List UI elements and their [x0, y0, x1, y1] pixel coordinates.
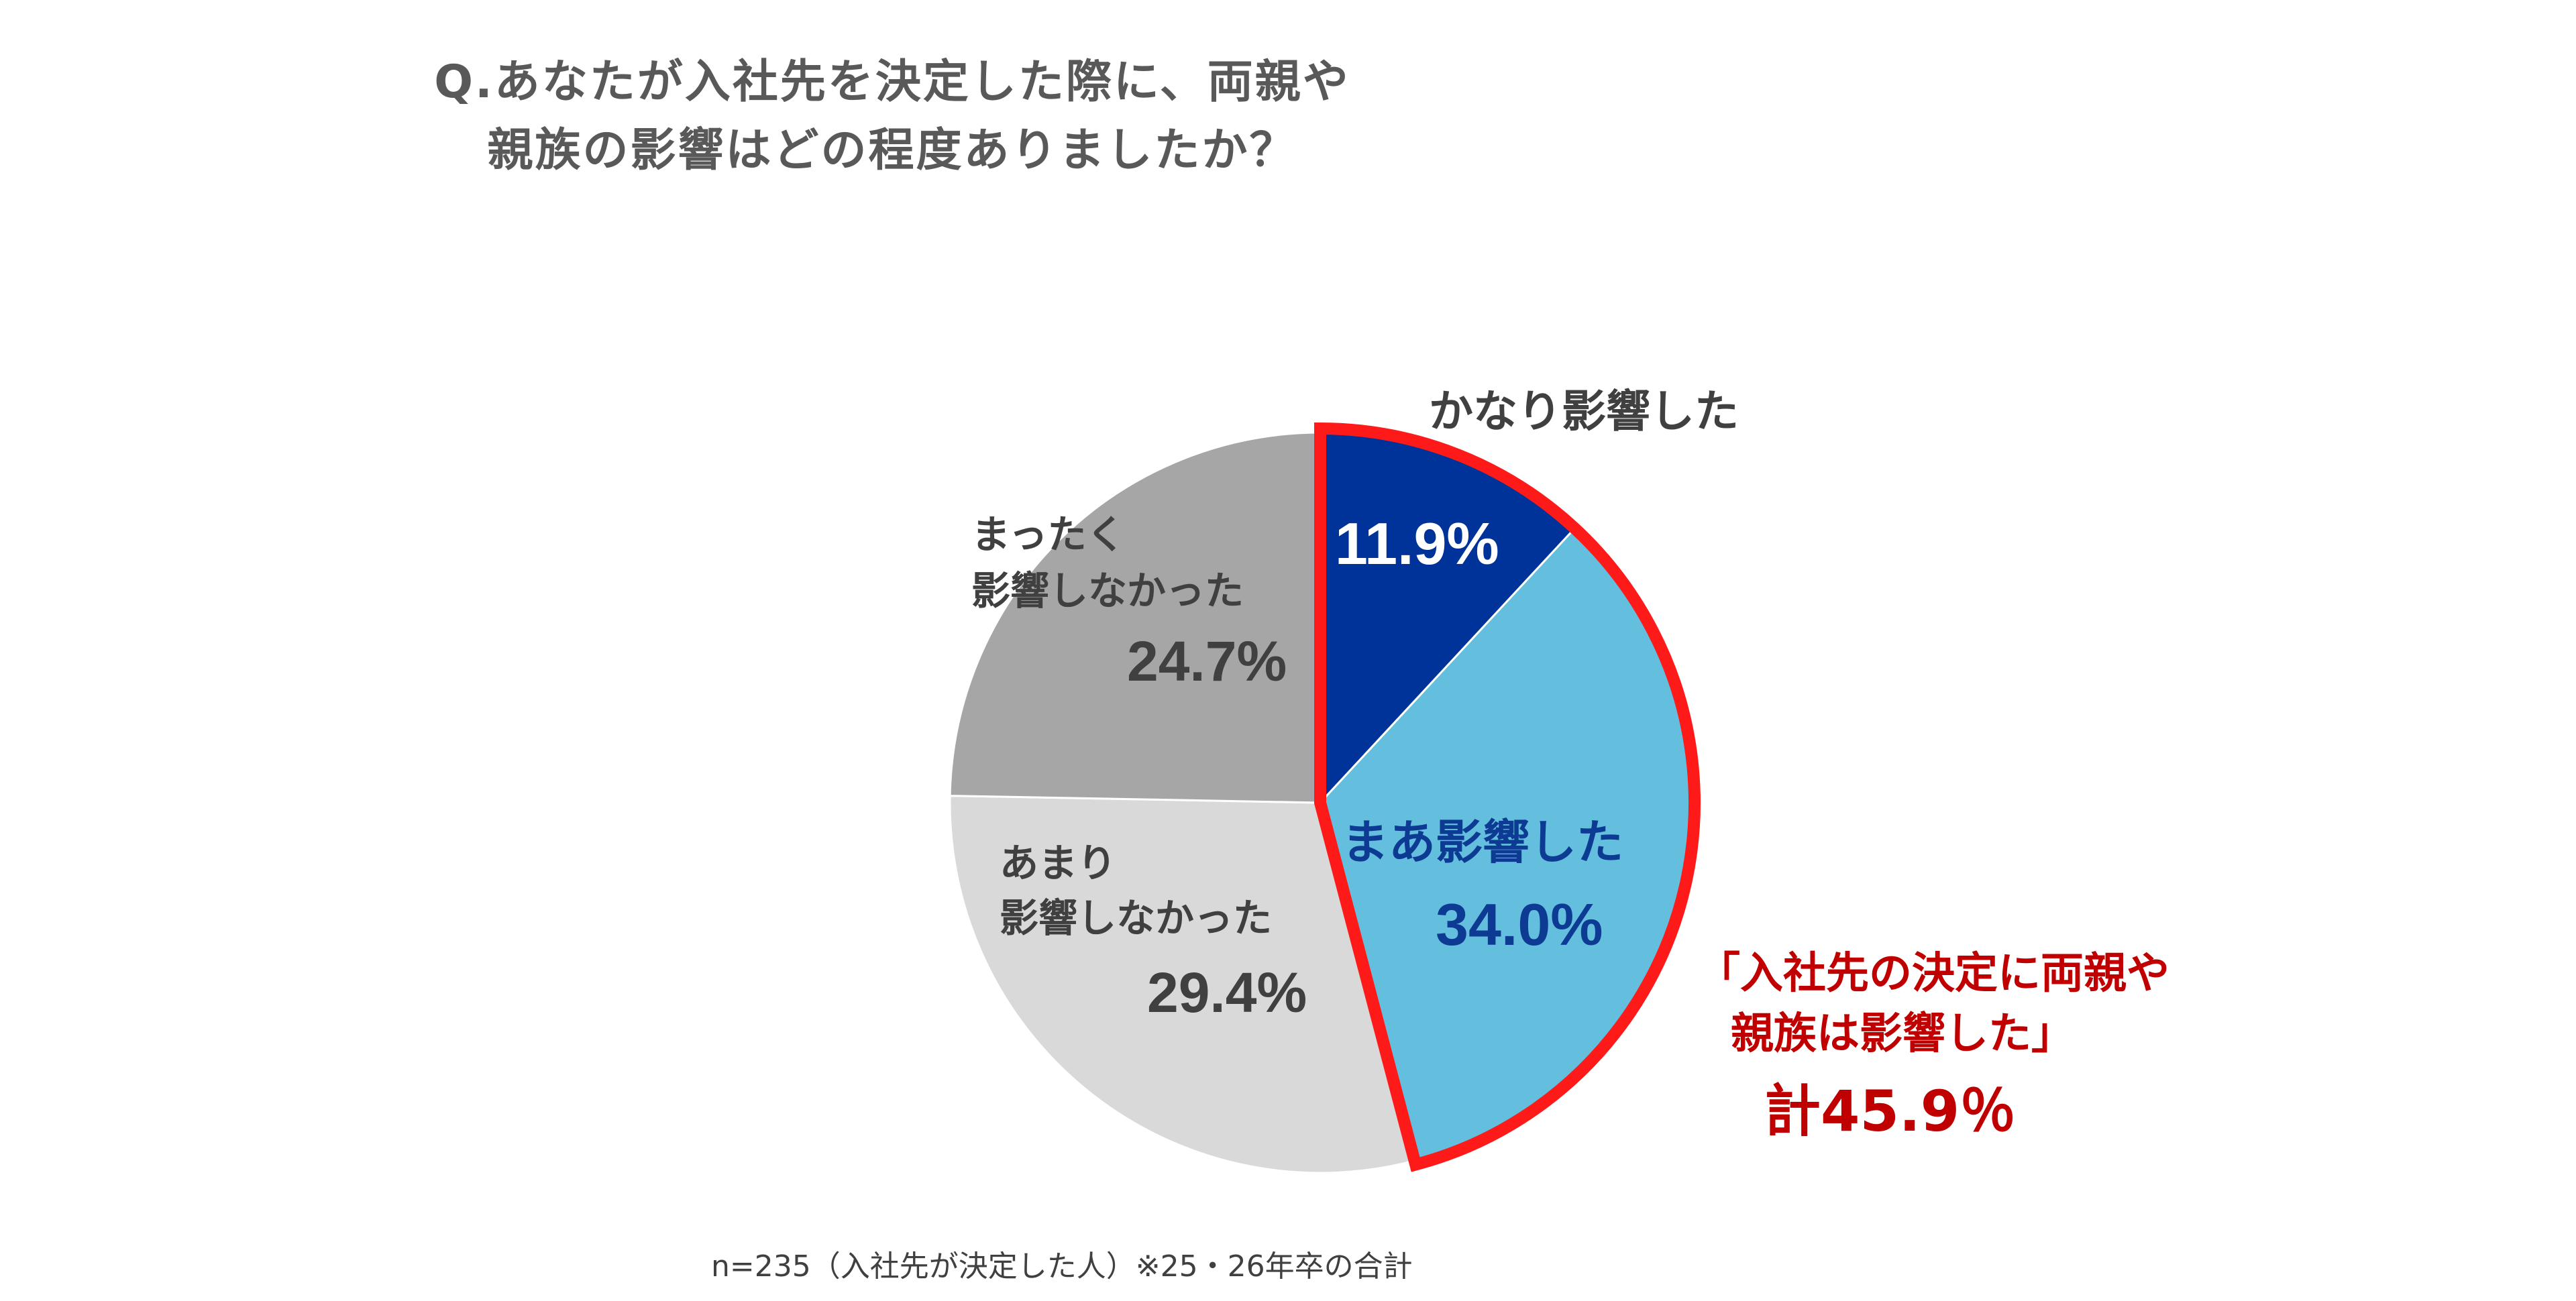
slice-label-mattaku-line1: まったく — [971, 512, 1126, 557]
slice-label-maa: まあ影響した — [1342, 815, 1623, 870]
pie-slice-amari — [949, 795, 1416, 1174]
highlight-annotation-line1: 「入社先の決定に両親や — [1697, 949, 2169, 999]
highlight-outline — [1314, 422, 1701, 1172]
slice-label-amari-line1: あまり — [1000, 840, 1117, 886]
chart-title-line-1: Q.あなたが入社先を決定した際に、両親や — [434, 56, 1350, 109]
slice-label-amari-line2: 影響しなかった — [1000, 895, 1273, 941]
highlight-total: 計45.9％ — [1764, 1078, 2017, 1144]
slice-value-kanari: 11.9% — [1335, 510, 1499, 577]
slice-value-maa: 34.0% — [1436, 891, 1603, 958]
chart-title-line-2: 親族の影響はどの程度ありましたか？ — [487, 124, 1297, 177]
slice-value-mattaku: 24.7% — [1127, 630, 1287, 693]
highlight-annotation-line2: 親族は影響した」 — [1731, 1009, 2074, 1059]
slice-value-amari: 29.4% — [1147, 961, 1307, 1024]
slice-label-mattaku-line2: 影響しなかった — [971, 568, 1244, 614]
pie-slice-mattaku — [949, 431, 1322, 804]
slice-label-kanari: かなり影響した — [1429, 386, 1739, 437]
footnote: n=235（入社先が決定した人）※25・26年卒の合計 — [711, 1249, 1413, 1284]
